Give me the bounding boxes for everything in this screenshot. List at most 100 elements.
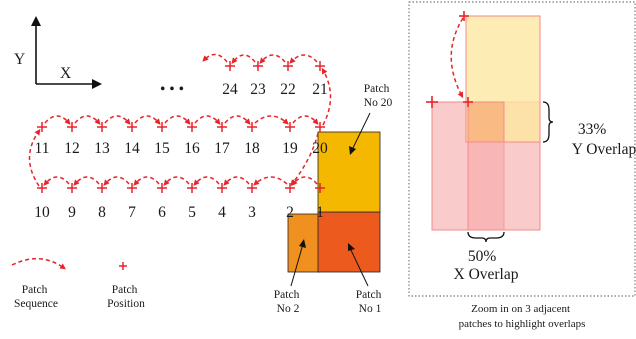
legend-position-line1: Patch	[112, 284, 138, 296]
patch-position-8	[97, 183, 107, 193]
patch-number-22: 22	[280, 81, 296, 98]
sequence-arrow-bottom-2	[73, 176, 100, 186]
patch-position-20	[315, 122, 325, 132]
y-axis-label: Y	[14, 51, 25, 68]
sequence-arrow-middle-6	[224, 115, 251, 125]
sequence-arrow-top-1	[231, 54, 256, 64]
y-overlap-percent: 33%	[578, 121, 607, 138]
patch-position-2	[285, 183, 295, 193]
axis-indicator: Y X	[14, 16, 102, 89]
y-overlap-brace	[542, 101, 554, 143]
patch-number-11: 11	[35, 140, 50, 157]
patch-number-8: 8	[98, 204, 106, 221]
sequence-arrow-20-to-2	[290, 132, 319, 186]
patch-no2-label: Patch No 2	[274, 289, 302, 315]
patch-position-18	[247, 122, 257, 132]
y-overlap-text: Y Overlap	[572, 141, 636, 158]
patch-sequence-arrows	[28, 53, 332, 187]
sequence-arrow-middle-5	[194, 115, 221, 125]
sequence-arrow-middle-4	[164, 115, 191, 125]
patch-number-23: 23	[250, 81, 266, 98]
patch-no1-square	[317, 211, 381, 273]
zoom-position-marker-3	[463, 97, 473, 107]
patch-number-20: 20	[312, 140, 328, 157]
sequence-arrow-top-2	[259, 54, 286, 64]
patch-position-17	[217, 122, 227, 132]
x-axis-label: X	[60, 65, 71, 82]
patch-number-9: 9	[68, 204, 76, 221]
patch-position-4	[217, 183, 227, 193]
patch-number-14: 14	[124, 140, 140, 157]
patch-number-18: 18	[244, 140, 260, 157]
patch-number-12: 12	[64, 140, 80, 157]
zoom-caption-line1: Zoom in on 3 adjacent	[471, 303, 570, 315]
y-overlap-label: 33% Y Overlap	[572, 121, 636, 158]
sequence-arrow-middle-3	[134, 115, 161, 125]
patch-position-15	[157, 122, 167, 132]
patch-number-4: 4	[218, 204, 226, 221]
patch-position-13	[97, 122, 107, 132]
patch-position-11	[37, 122, 47, 132]
sequence-arrow-bottom-8	[253, 176, 288, 186]
patch-position-markers	[37, 61, 325, 193]
patch-no1-label-line1: Patch	[356, 289, 382, 301]
patch-position-24	[225, 61, 235, 71]
sequence-arrow-bottom-3	[103, 176, 130, 186]
patch-number-24: 24	[222, 81, 238, 98]
sequence-arrow-middle-2	[104, 115, 131, 125]
x-overlap-percent: 50%	[468, 248, 497, 265]
patch-number-1: 1	[316, 204, 324, 221]
patch-no20-square	[317, 131, 381, 213]
patch-number-3: 3	[248, 204, 256, 221]
sequence-arrow-middle-8	[292, 115, 319, 125]
patch-position-23	[253, 61, 263, 71]
patch-number-16: 16	[184, 140, 200, 157]
patch-no20-label-line1: Patch	[364, 83, 390, 95]
zoom-sequence-arrow	[450, 17, 464, 99]
x-overlap-brace	[467, 231, 505, 243]
patch-number-2: 2	[286, 204, 294, 221]
patch-position-10	[37, 183, 47, 193]
patch-position-6	[157, 183, 167, 193]
patch-squares	[287, 131, 381, 273]
patch-position-16	[187, 122, 197, 132]
zoom-panel-border	[408, 1, 636, 297]
patch-no1-label-line2: No 1	[359, 303, 382, 315]
patch-number-15: 15	[154, 140, 170, 157]
patch-position-22	[283, 61, 293, 71]
patch-number-10: 10	[34, 204, 50, 221]
legend-sequence-line1: Patch	[22, 284, 48, 296]
zoom-panel: 33% Y Overlap 50% X Overlap Zoom in on 3…	[408, 1, 636, 330]
patch-position-1	[315, 183, 325, 193]
patch-number-7: 7	[128, 204, 136, 221]
sequence-arrow-bottom-6	[193, 176, 220, 186]
patch-no2-label-line1: Patch	[274, 289, 300, 301]
patch-number-21: 21	[312, 81, 328, 98]
sequence-arrow-bottom-4	[133, 176, 160, 186]
patch-position-19	[285, 122, 295, 132]
patch-position-5	[187, 183, 197, 193]
sequence-arrow-middle-7	[254, 115, 289, 125]
patch-no20-label-line2: No 20	[364, 97, 393, 109]
patch-position-3	[247, 183, 257, 193]
patch-number-6: 6	[158, 204, 166, 221]
patch-number-17: 17	[214, 140, 230, 157]
patch-position-12	[67, 122, 77, 132]
sequence-arrow-bottom-9	[291, 176, 318, 186]
sequence-arrow-turn-left	[28, 129, 41, 187]
patch-number-19: 19	[282, 140, 298, 157]
legend-sequence-line2: Sequence	[14, 298, 58, 310]
sequence-arrow-middle-1	[74, 115, 101, 125]
patch-position-14	[127, 122, 137, 132]
sequence-arrow-top-lead	[202, 53, 228, 63]
x-overlap-text: X Overlap	[454, 266, 519, 283]
zoom-overlap-region	[467, 101, 505, 143]
legend-position-label: Patch Position	[107, 284, 145, 310]
sequence-arrow-turn-right	[321, 67, 332, 126]
zoom-caption-line2: patches to highlight overlaps	[459, 318, 586, 330]
patch-number-5: 5	[188, 204, 196, 221]
legend-sequence-label: Patch Sequence	[14, 284, 58, 310]
ellipsis: • • •	[160, 81, 184, 98]
